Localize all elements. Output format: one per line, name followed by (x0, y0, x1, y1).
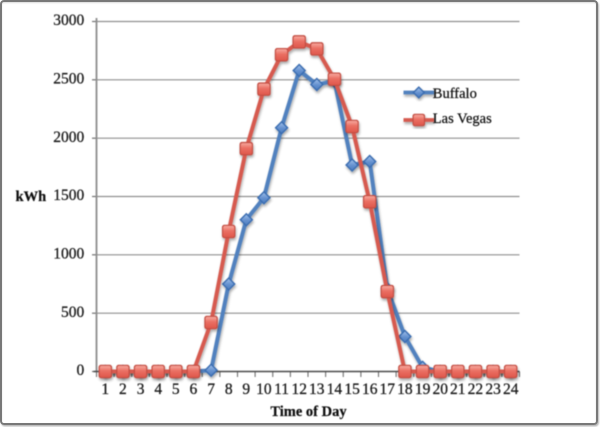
svg-text:12: 12 (291, 381, 307, 398)
svg-text:10: 10 (256, 381, 272, 398)
svg-text:2500: 2500 (53, 70, 84, 87)
svg-text:kWh: kWh (16, 189, 47, 205)
svg-text:14: 14 (327, 381, 343, 398)
svg-text:2000: 2000 (53, 129, 84, 146)
svg-text:6: 6 (190, 381, 198, 398)
svg-text:21: 21 (450, 381, 466, 398)
svg-text:15: 15 (344, 381, 360, 398)
svg-text:23: 23 (485, 381, 501, 398)
svg-text:Buffalo: Buffalo (433, 86, 477, 102)
svg-text:Time of Day: Time of Day (270, 404, 347, 420)
svg-text:Las Vegas: Las Vegas (433, 111, 492, 127)
svg-text:1000: 1000 (53, 245, 84, 262)
svg-text:22: 22 (468, 381, 484, 398)
svg-text:3000: 3000 (53, 12, 84, 29)
svg-text:20: 20 (432, 381, 448, 398)
svg-text:3: 3 (137, 381, 145, 398)
svg-text:1: 1 (101, 381, 109, 398)
svg-text:8: 8 (225, 381, 233, 398)
svg-text:24: 24 (503, 381, 519, 398)
svg-text:9: 9 (242, 381, 250, 398)
svg-text:16: 16 (362, 381, 378, 398)
svg-text:18: 18 (397, 381, 413, 398)
svg-text:5: 5 (172, 381, 180, 398)
svg-text:0: 0 (76, 362, 84, 379)
svg-text:2: 2 (119, 381, 127, 398)
svg-text:17: 17 (380, 381, 396, 398)
svg-text:4: 4 (154, 381, 162, 398)
svg-text:7: 7 (207, 381, 215, 398)
svg-text:19: 19 (415, 381, 431, 398)
svg-text:13: 13 (309, 381, 325, 398)
svg-text:1500: 1500 (53, 187, 84, 204)
svg-text:11: 11 (274, 381, 289, 398)
svg-text:500: 500 (61, 304, 85, 321)
